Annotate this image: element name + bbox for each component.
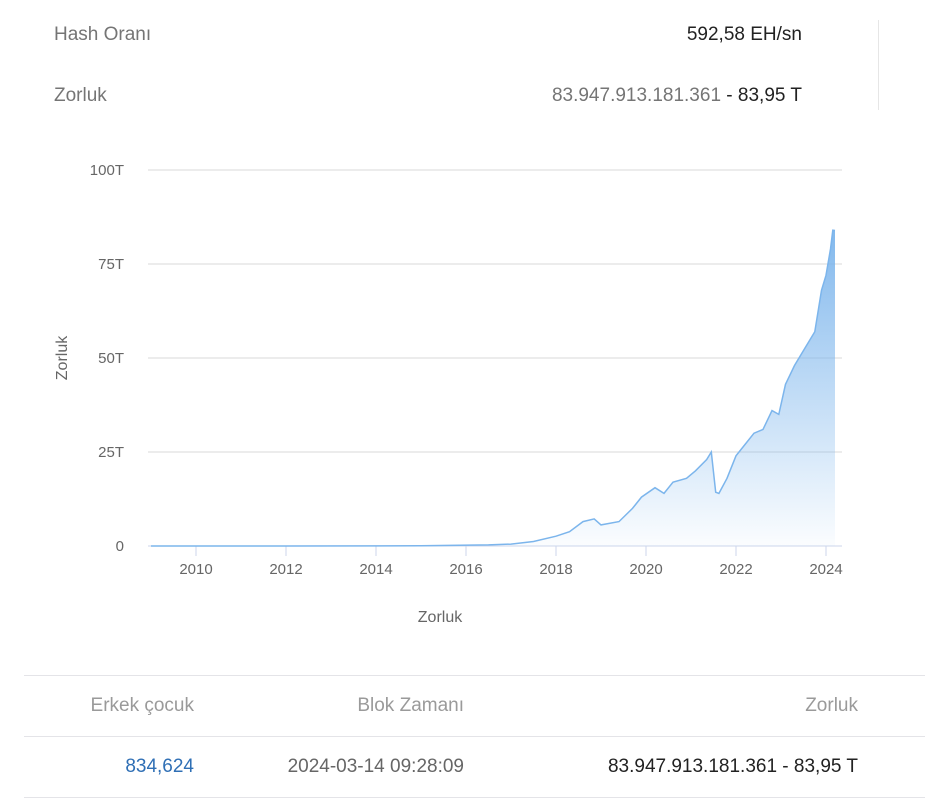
y-tick-label: 50T: [98, 350, 124, 367]
x-tick-label: 2020: [629, 561, 662, 578]
x-tick-label: 2016: [449, 561, 482, 578]
y-tick-label: 100T: [90, 162, 124, 179]
header-time: Blok Zamanı: [357, 695, 464, 716]
block-difficulty: 83.947.913.181.361 - 83,95 T: [607, 756, 858, 777]
block-time: 2024-03-14 09:28:09: [287, 756, 464, 777]
y-axis-title: Zorluk: [54, 335, 71, 380]
series-line: [151, 229, 836, 547]
difficulty-short: - 83,95 T: [721, 85, 802, 106]
blocks-table: Erkek çocuk Blok Zamanı Zorluk 834,624 2…: [24, 675, 925, 798]
hash-rate-label: Hash Oranı: [54, 24, 152, 45]
x-tick-label: 2022: [719, 561, 752, 578]
x-tick-label: 2010: [179, 561, 212, 578]
x-tick-label: 2018: [539, 561, 572, 578]
divider: [878, 20, 879, 110]
difficulty-chart: 0 25T 50T 75T 100T 2010 2012 2014 2016 2018 2020 20…: [54, 162, 843, 626]
difficulty-label: Zorluk: [54, 85, 107, 106]
y-tick-label: 0: [116, 538, 124, 555]
difficulty-stat: Zorluk 83.947.913.181.361 - 83,95 T: [54, 85, 802, 107]
hash-rate-stat: Hash Oranı 592,58 EH/sn: [54, 24, 802, 46]
table-header: Erkek çocuk Blok Zamanı Zorluk: [24, 675, 925, 736]
header-difficulty: Zorluk: [805, 695, 858, 716]
table-row: 834,624 2024-03-14 09:28:09 83.947.913.1…: [24, 736, 925, 798]
header-block: Erkek çocuk: [90, 695, 194, 716]
hash-rate-value: 592,58 EH/sn: [686, 24, 802, 45]
x-tick-label: 2014: [359, 561, 392, 578]
y-tick-label: 25T: [98, 444, 124, 461]
block-link[interactable]: 834,624: [125, 756, 194, 777]
area-fill: [151, 230, 835, 546]
x-tick-label: 2012: [269, 561, 302, 578]
difficulty-value: 83.947.913.181.361: [551, 85, 722, 106]
x-axis-title: Zorluk: [418, 609, 463, 626]
x-tick-label: 2024: [809, 561, 842, 578]
y-tick-label: 75T: [98, 256, 124, 273]
